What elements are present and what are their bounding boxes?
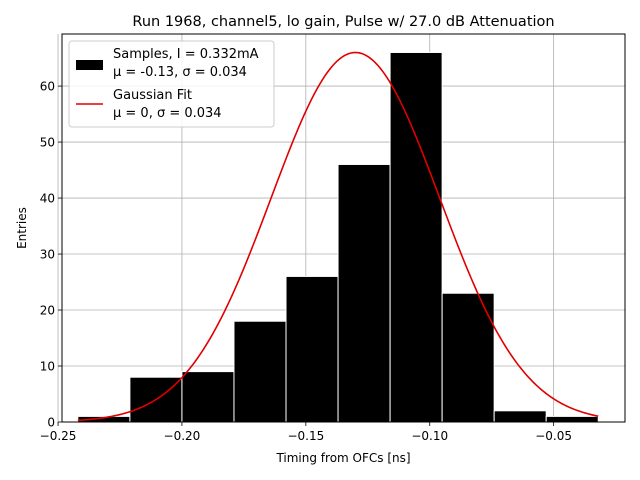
x-tick-label: −0.10 [411,429,448,443]
y-tick-label: 0 [47,416,55,430]
y-tick-label: 20 [40,304,55,318]
legend-samples-label: Samples, I = 0.332mA [113,47,259,62]
legend-fit-stats: μ = 0, σ = 0.034 [113,106,222,121]
legend-samples-stats: μ = -0.13, σ = 0.034 [113,65,247,80]
y-tick-label: 10 [40,360,55,374]
y-tick-label: 40 [40,192,55,206]
gaussian-fit-line [77,51,599,422]
legend-samples-swatch [76,60,103,70]
y-tick-label: 30 [40,248,55,262]
axes-frame [61,33,626,423]
x-tick-label: −0.15 [287,429,324,443]
histogram-bar [233,320,287,423]
y-axis-label: Entries [15,207,29,249]
chart-title: Run 1968, channel5, lo gain, Pulse w/ 27… [132,14,554,30]
histogram-bar [545,415,599,423]
x-tick-label: −0.25 [40,429,77,443]
x-tick-label: −0.20 [164,429,201,443]
histogram-bar [337,163,391,423]
histogram-bar [181,371,235,423]
histogram-bar [441,292,495,423]
histogram-bar [493,410,547,423]
histogram-bar [389,51,443,423]
histogram-bar [285,275,339,423]
y-axis-ticks: 0 10 20 30 40 50 60 [40,80,62,430]
y-tick-label: 50 [40,136,55,150]
x-axis-ticks: −0.25 −0.20 −0.15 −0.10 −0.05 [40,422,572,443]
legend-box [68,40,275,128]
histogram-bars [77,51,599,423]
legend: Samples, I = 0.332mA μ = -0.13, σ = 0.03… [68,40,275,128]
y-tick-label: 60 [40,80,55,94]
x-axis-label: Timing from OFCs [ns] [275,451,410,465]
legend-fit-label: Gaussian Fit [113,88,192,103]
x-tick-label: −0.05 [535,429,572,443]
